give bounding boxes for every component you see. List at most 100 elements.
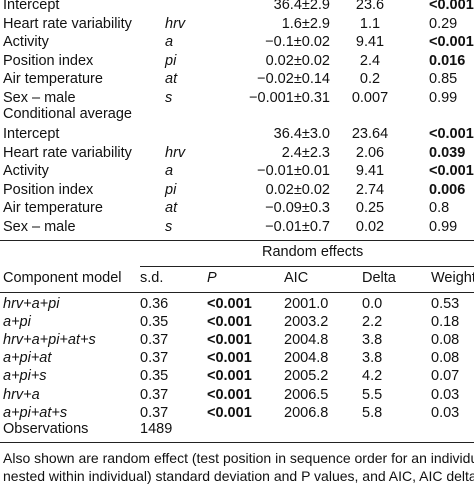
effect-label: Air temperature <box>3 200 103 217</box>
effect-p-value: 0.016 <box>429 52 466 69</box>
effect-label: Activity <box>3 163 49 180</box>
fixed-effect-row: Air temperature at −0.02±0.14 0.2 0.85 <box>0 70 474 89</box>
model-weight: 0.08 <box>431 350 460 367</box>
effect-statistic: 9.41 <box>355 34 385 50</box>
effect-statistic: 0.25 <box>355 200 385 217</box>
model-aic: 2004.8 <box>284 332 329 349</box>
model-sd: 0.37 <box>140 350 169 367</box>
table-rule <box>0 292 474 293</box>
effect-p-value: <0.001 <box>429 126 474 142</box>
model-delta: 2.2 <box>362 314 383 331</box>
header-delta: Delta <box>362 270 396 286</box>
effect-label: Intercept <box>3 0 60 13</box>
header-component-model: Component model <box>3 270 122 286</box>
effect-label: Position index <box>3 52 94 69</box>
effect-statistic: 23.64 <box>351 126 389 142</box>
fixed-effect-row: Heart rate variability hrv 1.6±2.9 1.1 0.29 <box>0 15 474 34</box>
effect-label: Position index <box>3 181 94 198</box>
random-column-headers: Component model s.d. P AIC Delta Weight <box>0 269 474 288</box>
effect-symbol: pi <box>165 181 177 198</box>
fixed-effect-row: Sex – male s −0.001±0.31 0.007 0.99 <box>0 89 474 108</box>
model-weight: 0.08 <box>431 332 460 349</box>
footnote-line-2: nested within individual) standard devia… <box>3 468 474 484</box>
model-delta: 4.2 <box>362 368 383 385</box>
component-model-name: hrv+a <box>3 386 40 403</box>
effect-estimate: 1.6±2.9 <box>281 15 330 32</box>
effect-statistic: 2.74 <box>355 181 385 198</box>
effect-p-value: <0.001 <box>429 0 474 13</box>
effect-symbol: a <box>165 34 174 50</box>
model-p-value: <0.001 <box>207 314 252 331</box>
effect-p-value: 0.8 <box>429 200 450 217</box>
model-p-value: <0.001 <box>207 296 252 312</box>
model-delta: 5.5 <box>362 386 383 403</box>
component-model-row: hrv+a 0.37 <0.001 2006.5 5.5 0.03 <box>0 386 474 405</box>
effect-estimate: 0.02±0.02 <box>265 52 330 69</box>
effect-estimate: 2.4±2.3 <box>281 144 330 161</box>
model-sd: 0.37 <box>140 404 169 421</box>
fixed-effect-row: Position index pi 0.02±0.02 2.4 0.016 <box>0 52 474 71</box>
model-sd: 0.37 <box>140 386 169 403</box>
component-model-row: a+pi+at+s 0.37 <0.001 2006.8 5.8 0.03 <box>0 404 474 423</box>
header-sd: s.d. <box>140 270 164 286</box>
effect-estimate: −0.001±0.31 <box>249 89 330 106</box>
effect-symbol: a <box>165 163 174 180</box>
effect-estimate: −0.09±0.3 <box>265 200 330 217</box>
observations-row: Observations 1489 <box>0 420 474 439</box>
effect-p-value: <0.001 <box>429 163 474 180</box>
component-model-name: a+pi <box>3 314 31 331</box>
model-p-value: <0.001 <box>207 350 252 367</box>
effect-p-value: 0.29 <box>429 15 458 32</box>
effect-statistic: 2.06 <box>355 144 385 161</box>
effect-estimate: −0.02±0.14 <box>257 71 330 87</box>
effect-label: Sex – male <box>3 219 76 235</box>
effect-label: Heart rate variability <box>3 15 132 32</box>
model-sd: 0.36 <box>140 296 169 312</box>
observations-value: 1489 <box>140 421 173 437</box>
model-sd: 0.37 <box>140 332 169 349</box>
component-model-row: hrv+a+pi 0.36 <0.001 2001.0 0.0 0.53 <box>0 295 474 314</box>
component-model-name: a+pi+at+s <box>3 404 68 421</box>
model-weight: 0.18 <box>431 314 460 331</box>
fixed-effect-row: Sex – male s −0.01±0.7 0.02 0.99 <box>0 218 474 237</box>
effect-estimate: −0.01±0.7 <box>265 219 330 235</box>
table-rule <box>0 240 474 241</box>
effect-symbol: hrv <box>165 15 186 32</box>
effect-p-value: 0.99 <box>429 89 458 106</box>
effect-symbol: at <box>165 71 178 87</box>
model-p-value: <0.001 <box>207 368 252 385</box>
fixed-effect-row: Activity a −0.1±0.02 9.41 <0.001 <box>0 33 474 52</box>
model-aic: 2001.0 <box>284 296 329 312</box>
fixed-effect-row: Air temperature at −0.09±0.3 0.25 0.8 <box>0 199 474 218</box>
effect-symbol: s <box>165 89 173 106</box>
effect-label: Heart rate variability <box>3 144 132 161</box>
effect-estimate: −0.1±0.02 <box>265 34 330 50</box>
effect-p-value: 0.99 <box>429 219 458 235</box>
model-sd: 0.35 <box>140 368 169 385</box>
effect-p-value: <0.001 <box>429 34 474 50</box>
model-delta: 5.8 <box>362 404 383 421</box>
component-model-name: a+pi+s <box>3 368 47 385</box>
model-aic: 2003.2 <box>284 314 329 331</box>
effect-label: Sex – male <box>3 89 76 106</box>
component-model-row: hrv+a+pi+at+s 0.37 <0.001 2004.8 3.8 0.08 <box>0 331 474 350</box>
fixed-effect-row: Activity a −0.01±0.01 9.41 <0.001 <box>0 162 474 181</box>
effect-symbol: hrv <box>165 144 186 161</box>
effect-p-value: 0.039 <box>429 144 466 161</box>
component-model-row: a+pi+s 0.35 <0.001 2005.2 4.2 0.07 <box>0 367 474 386</box>
fixed-effect-row: Heart rate variability hrv 2.4±2.3 2.06 0.03… <box>0 144 474 163</box>
effect-statistic: 0.02 <box>355 219 385 235</box>
effect-statistic: 2.4 <box>359 52 381 69</box>
random-effects-header-row: Random effects <box>0 243 474 262</box>
effect-statistic: 9.41 <box>355 163 385 180</box>
model-weight: 0.53 <box>431 296 460 312</box>
random-effects-rule <box>140 266 474 267</box>
component-model-row: a+pi+at 0.37 <0.001 2004.8 3.8 0.08 <box>0 349 474 368</box>
header-weight: Weight <box>431 270 474 286</box>
model-p-value: <0.001 <box>207 332 252 349</box>
effect-estimate: −0.01±0.01 <box>257 163 330 180</box>
model-weight: 0.03 <box>431 404 460 421</box>
model-aic: 2006.8 <box>284 404 329 421</box>
header-p: P <box>207 270 217 286</box>
